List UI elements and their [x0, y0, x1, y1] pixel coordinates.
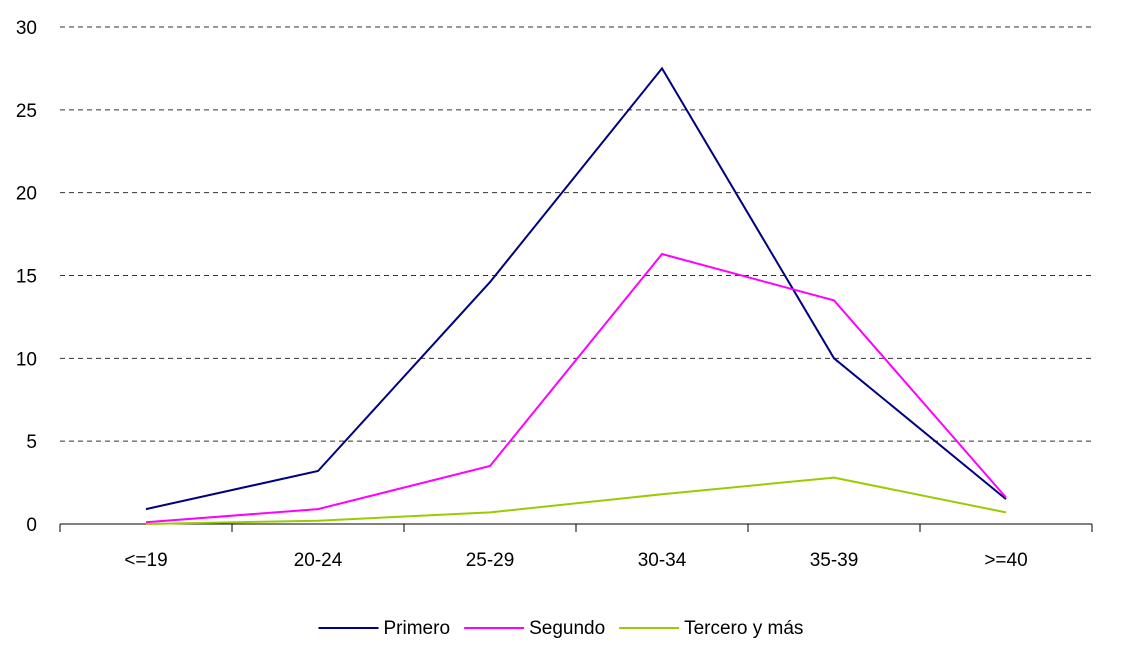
x-tick-label-2: 25-29: [466, 550, 515, 571]
axes: [59, 523, 1093, 532]
y-tick-label-0: 0: [26, 515, 37, 536]
x-tick-labels: <=19 20-24 25-29 30-34 35-39 >=40: [124, 550, 1027, 571]
y-tick-label-10: 10: [16, 349, 37, 370]
x-tick-label-5: >=40: [984, 550, 1027, 571]
series-lines: [145, 66, 1007, 525]
y-tick-label-5: 5: [26, 432, 37, 453]
x-tick-label-4: 35-39: [810, 550, 859, 571]
legend-item-0: Primero: [318, 618, 451, 639]
legend: Primero Segundo Tercero y más: [318, 618, 803, 639]
legend-label-0: Primero: [384, 618, 451, 639]
y-tick-label-20: 20: [16, 184, 37, 205]
legend-item-1: Segundo: [464, 618, 605, 639]
y-tick-label-15: 15: [16, 267, 37, 288]
x-tick-label-1: 20-24: [294, 550, 343, 571]
legend-label-1: Segundo: [529, 618, 605, 639]
y-tick-label-25: 25: [16, 101, 37, 122]
series-line-1: [145, 252, 1007, 524]
y-tick-label-30: 30: [16, 18, 37, 39]
x-tick-label-0: <=19: [124, 550, 167, 571]
legend-item-2: Tercero y más: [619, 618, 803, 639]
series-line-0: [145, 66, 1007, 511]
y-tick-labels: 0 5 10 15 20 25 30: [16, 18, 37, 536]
series-line-2: [145, 476, 1007, 525]
gridlines: [60, 26, 1092, 442]
legend-label-2: Tercero y más: [684, 618, 803, 639]
x-tick-label-3: 30-34: [638, 550, 687, 571]
